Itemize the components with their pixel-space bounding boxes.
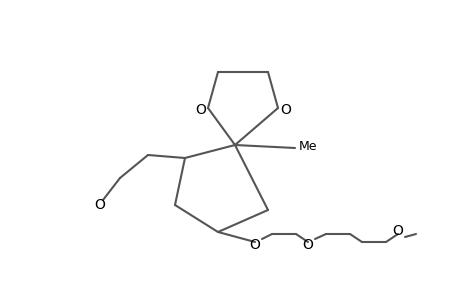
Text: O: O xyxy=(249,238,260,252)
Text: O: O xyxy=(302,238,313,252)
Text: O: O xyxy=(280,103,290,117)
Text: O: O xyxy=(195,103,206,117)
Text: O: O xyxy=(392,224,403,238)
Text: Me: Me xyxy=(298,140,317,154)
Text: O: O xyxy=(95,198,105,212)
